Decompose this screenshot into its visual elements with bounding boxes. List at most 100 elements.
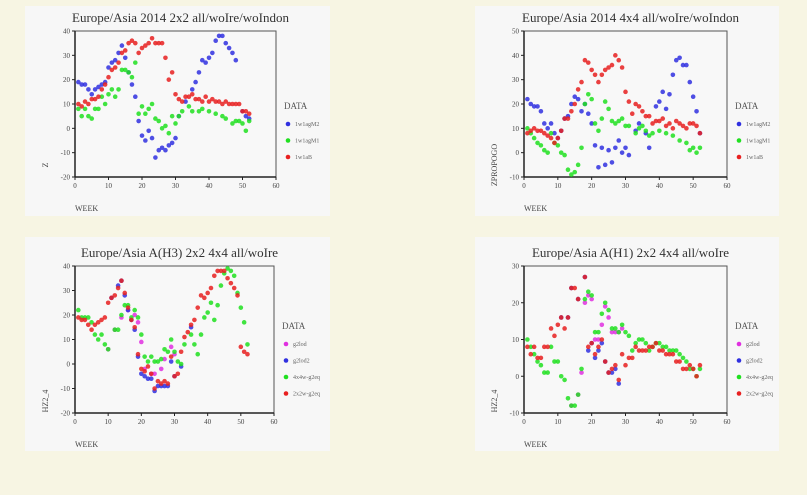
x-tick-label: 30 <box>622 182 630 190</box>
data-point <box>126 70 131 75</box>
data-point <box>210 96 215 102</box>
data-point <box>562 152 567 158</box>
data-point <box>589 296 594 302</box>
data-point <box>168 344 174 350</box>
data-point <box>99 87 105 92</box>
data-point <box>616 138 622 143</box>
data-point <box>602 67 608 73</box>
data-point <box>220 101 225 107</box>
data-point <box>86 87 91 92</box>
data-point <box>535 140 540 146</box>
data-point <box>633 344 638 350</box>
data-point <box>132 324 137 330</box>
data-point <box>558 128 564 134</box>
data-point <box>538 109 544 114</box>
data-point <box>99 82 105 87</box>
data-point <box>192 317 197 323</box>
data-point <box>653 340 659 346</box>
data-point <box>542 121 547 126</box>
data-point <box>139 45 145 51</box>
legend-label: 1w1agM2 <box>746 122 770 128</box>
data-point <box>677 138 682 143</box>
data-point <box>623 145 628 151</box>
data-point <box>592 355 598 361</box>
data-point <box>690 366 696 372</box>
data-point <box>188 322 194 328</box>
data-point <box>206 109 212 114</box>
plot-area <box>523 265 728 414</box>
data-point <box>697 145 703 151</box>
data-point <box>670 126 676 131</box>
data-point <box>165 349 171 355</box>
data-point <box>218 283 224 288</box>
data-point <box>592 351 598 357</box>
data-point <box>163 123 168 129</box>
data-point <box>667 351 672 357</box>
data-point <box>636 126 642 131</box>
data-point <box>116 87 121 92</box>
data-point <box>680 62 686 68</box>
data-point <box>116 50 121 56</box>
data-point <box>76 307 81 313</box>
data-point <box>220 33 225 39</box>
chart-svg: Europe/Asia 2014 4x4 all/woIre/woIndon 0 1… <box>490 10 770 213</box>
x-tick-label: 60 <box>724 182 732 190</box>
data-point <box>650 130 655 136</box>
data-point <box>153 40 158 46</box>
data-point <box>135 351 141 357</box>
data-point <box>616 57 622 63</box>
data-point <box>152 386 157 391</box>
x-axis-label: WEEK <box>524 440 547 449</box>
y-axis-label: ZPROPOGO <box>490 144 499 186</box>
data-point <box>82 317 88 323</box>
data-point <box>629 348 635 353</box>
data-point <box>168 354 174 359</box>
data-point <box>694 123 699 129</box>
data-point <box>112 327 118 332</box>
data-point <box>173 135 178 141</box>
data-point <box>143 43 148 48</box>
data-point <box>169 140 175 146</box>
data-point <box>240 109 245 114</box>
plot-area <box>74 30 277 178</box>
series-1w1aB <box>525 53 703 146</box>
data-point <box>163 55 168 61</box>
data-point <box>673 57 679 63</box>
data-point <box>133 60 138 65</box>
data-point <box>196 96 202 102</box>
data-point <box>599 311 605 317</box>
data-point <box>158 381 164 386</box>
legend-label: 4x4w-g2eq <box>746 375 773 381</box>
data-point <box>657 99 662 104</box>
data-point <box>673 118 679 124</box>
data-point <box>245 351 250 357</box>
data-point <box>182 342 187 347</box>
legend-marker <box>283 341 289 347</box>
y-tick-label: 40 <box>512 52 520 60</box>
data-point <box>640 337 645 342</box>
data-point <box>106 74 111 80</box>
data-point <box>606 307 611 313</box>
data-point <box>85 315 91 320</box>
x-tick-label: 40 <box>206 182 214 190</box>
data-point <box>663 130 669 136</box>
data-point <box>555 143 561 148</box>
data-point <box>552 130 557 136</box>
legend-marker <box>736 138 742 143</box>
data-point <box>106 65 111 70</box>
data-point <box>606 370 611 375</box>
legend-marker <box>736 121 742 127</box>
data-point <box>225 275 230 281</box>
data-point <box>616 329 622 335</box>
legend-label: 1w1agM1 <box>746 139 770 145</box>
data-point <box>629 111 635 117</box>
data-point <box>236 118 242 124</box>
data-point <box>535 359 540 364</box>
data-point <box>136 50 141 56</box>
data-point <box>613 121 618 126</box>
data-point <box>96 84 101 90</box>
data-point <box>538 362 544 368</box>
data-point <box>89 96 95 102</box>
data-point <box>694 373 699 379</box>
data-point <box>613 145 618 151</box>
